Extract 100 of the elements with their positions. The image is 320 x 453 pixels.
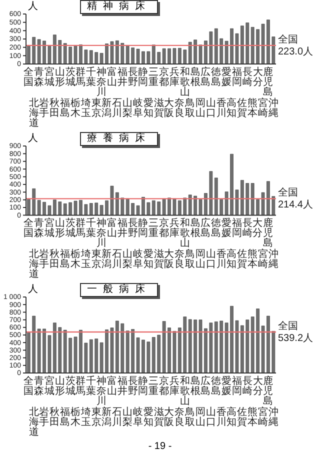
- x-tick-label: 新潟: [102, 248, 112, 270]
- x-tick-label: 岡山: [195, 407, 206, 428]
- x-tick-label: 宮崎: [258, 406, 268, 428]
- x-tick-label: 静岡: [138, 375, 148, 398]
- x-tick-label: 宮城: [43, 375, 54, 398]
- x-tick-label: 新潟: [102, 406, 112, 428]
- x-tick-label: 全国: [24, 66, 34, 88]
- x-tick-label: 熊本: [248, 97, 258, 119]
- x-tick-label: 徳島: [211, 67, 222, 88]
- x-tick-label: 埼玉: [80, 97, 91, 119]
- x-tick-label: 山口: [206, 248, 216, 270]
- x-tick-label: 鳥取: [184, 406, 196, 428]
- x-tick-label: 北海道: [28, 97, 39, 129]
- x-tick-label: 群馬: [74, 66, 86, 88]
- x-tick-label: 群馬: [74, 217, 86, 240]
- x-tick-label: 鳥取: [184, 97, 196, 119]
- x-tick-label: 山形: [54, 66, 65, 88]
- x-tick-label: 岡山: [195, 98, 206, 119]
- x-tick-label: 秋田: [50, 406, 60, 428]
- x-tick-label: 神奈川: [96, 66, 107, 98]
- x-tick-label: 長野: [128, 67, 138, 88]
- x-tick-label: 広島: [200, 217, 211, 240]
- x-tick-label: 石川: [112, 98, 122, 119]
- x-tick-label: 福島: [60, 97, 70, 119]
- x-tick-label: 岩手: [39, 248, 50, 270]
- x-tick-label: 全国: [24, 217, 34, 240]
- ref-line-label: 全国 223.0人: [278, 33, 314, 58]
- x-tick-label: 岐阜: [132, 97, 143, 119]
- x-tick-label: 高知: [226, 248, 237, 270]
- x-tick-label: 奈良: [174, 249, 185, 270]
- x-tick-label: 青森: [34, 375, 44, 398]
- x-tick-label: 福島: [60, 248, 70, 270]
- chart-title: 療養病床: [80, 132, 158, 146]
- x-tick-label: 新潟: [102, 97, 112, 119]
- x-tick-label: 福井: [117, 375, 128, 398]
- x-tick-label: 石川: [112, 407, 122, 428]
- x-tick-label: 三重: [148, 376, 159, 398]
- x-tick-label: 高知: [226, 406, 237, 428]
- x-tick-label: 福岡: [232, 375, 242, 398]
- x-tick-label: 茨城: [64, 66, 76, 88]
- x-tick-label: 北海道: [28, 406, 39, 438]
- x-tick-label: 熊本: [248, 248, 258, 270]
- x-tick-label: 山梨: [122, 97, 133, 119]
- x-tick-label: 長野: [128, 376, 138, 398]
- x-tick-label: 三重: [148, 67, 159, 88]
- x-tick-label: 滋賀: [154, 406, 164, 428]
- y-axis-title: 人: [28, 1, 38, 13]
- x-tick-label: 東京: [91, 406, 102, 428]
- x-tick-label: 静岡: [138, 66, 148, 88]
- x-tick-label: 大分: [252, 66, 263, 88]
- x-tick-label: 愛知: [143, 248, 154, 270]
- x-tick-label: 鹿児島: [263, 375, 274, 408]
- x-tick-label: 埼玉: [80, 248, 91, 270]
- x-tick-label: 山形: [54, 217, 65, 240]
- x-tick-label: 大分: [252, 217, 263, 240]
- ref-line-label: 全国 214.4人: [278, 186, 313, 211]
- x-tick-label: 岐阜: [132, 406, 143, 428]
- x-tick-label: 香川: [216, 248, 226, 270]
- x-tick-label: 鹿児島: [263, 66, 274, 98]
- x-tick-label: 京都: [159, 375, 170, 398]
- x-tick-label: 佐賀: [237, 98, 248, 119]
- x-tick-label: 栃木: [70, 406, 80, 428]
- x-tick-label: 和歌山: [180, 66, 190, 98]
- x-tick-label: 広島: [200, 375, 211, 398]
- x-tick-label: 大阪: [164, 97, 174, 119]
- x-tick-label: 山口: [206, 406, 216, 428]
- x-tick-label: 滋賀: [154, 248, 164, 270]
- chart-title: 精神病床: [80, 0, 158, 14]
- x-tick-label: 静岡: [138, 217, 148, 240]
- x-tick-label: 鹿児島: [263, 217, 274, 250]
- x-tick-label: 島根: [190, 217, 200, 240]
- x-tick-label: 奈良: [174, 98, 185, 119]
- x-tick-label: 広島: [200, 66, 211, 88]
- x-tick-label: 高知: [226, 97, 237, 119]
- x-tick-label: 長野: [128, 218, 138, 240]
- chart-title: 一般病床: [80, 283, 158, 298]
- x-tick-label: 岩手: [39, 97, 50, 119]
- x-tick-label: 栃木: [70, 248, 80, 270]
- x-tick-label: 和歌山: [180, 217, 190, 250]
- x-tick-label: 兵庫: [169, 66, 180, 88]
- x-tick-label: 富山: [106, 375, 117, 398]
- x-tick-label: 鳥取: [184, 248, 196, 270]
- x-tick-label: 群馬: [74, 375, 86, 398]
- x-tick-label: 兵庫: [169, 375, 180, 398]
- x-tick-label: 長崎: [242, 218, 252, 240]
- y-axis-title: 人: [28, 284, 38, 296]
- x-tick-label: 福岡: [232, 217, 242, 240]
- x-tick-label: 神奈川: [96, 217, 107, 250]
- x-tick-label: 福島: [60, 406, 70, 428]
- x-tick-label: 兵庫: [169, 217, 180, 240]
- x-tick-label: 愛媛: [222, 66, 232, 88]
- x-tick-label: 神奈川: [96, 375, 107, 408]
- x-tick-label: 徳島: [211, 376, 222, 398]
- x-tick-label: 香川: [216, 406, 226, 428]
- x-tick-label: 福岡: [232, 66, 242, 88]
- x-tick-label: 愛媛: [222, 217, 232, 240]
- x-tick-label: 京都: [159, 66, 170, 88]
- x-tick-label: 千葉: [86, 217, 96, 240]
- x-tick-label: 和歌山: [180, 375, 190, 408]
- x-tick-label: 青森: [34, 66, 44, 88]
